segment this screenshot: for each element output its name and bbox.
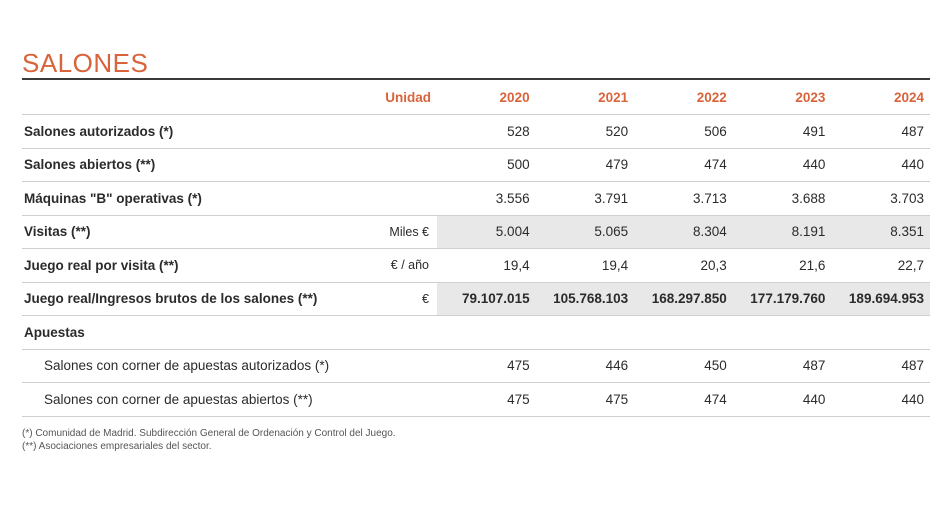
salones-table: Unidad 2020 2021 2022 2023 2024 Salones … — [22, 80, 930, 417]
table-cell: 3.703 — [831, 181, 930, 216]
row-unit — [362, 181, 437, 216]
table-cell: 19,4 — [437, 248, 536, 283]
row-label: Juego real por visita (**) — [22, 248, 362, 283]
table-cell: 440 — [732, 382, 832, 417]
table-cell: 5.065 — [535, 215, 635, 249]
table-cell: 474 — [634, 382, 733, 417]
row-label: Visitas (**) — [22, 215, 362, 249]
table-cell: 8.191 — [732, 215, 832, 249]
table-cell: 440 — [831, 382, 930, 417]
row-label: Salones con corner de apuestas abiertos … — [22, 382, 362, 417]
row-unit — [362, 382, 437, 417]
table-cell: 3.791 — [535, 181, 635, 216]
header-empty — [22, 80, 362, 115]
row-label: Apuestas — [22, 315, 362, 350]
table-cell: 506 — [634, 114, 733, 149]
header-year: 2024 — [831, 80, 930, 115]
table-cell: 491 — [732, 114, 832, 149]
row-unit — [362, 349, 437, 383]
row-unit: Miles € — [362, 215, 437, 249]
table-cell — [634, 315, 733, 350]
table-cell: 479 — [535, 148, 635, 182]
table-cell: 105.768.103 — [535, 282, 635, 316]
table-cell: 475 — [437, 349, 536, 383]
header-year: 2021 — [535, 80, 635, 115]
table-cell: 3.556 — [437, 181, 536, 216]
table-row: Salones autorizados (*) 528 520 506 491 … — [22, 114, 930, 149]
table-cell: 520 — [535, 114, 635, 149]
table-cell: 440 — [831, 148, 930, 182]
table-cell: 3.713 — [634, 181, 733, 216]
header-year: 2020 — [437, 80, 536, 115]
footnotes: (*) Comunidad de Madrid. Subdirección Ge… — [22, 427, 930, 453]
table-cell — [831, 315, 930, 350]
section-title: SALONES — [22, 48, 149, 78]
table-cell: 450 — [634, 349, 733, 383]
table-row: Máquinas "B" operativas (*) 3.556 3.791 … — [22, 181, 930, 216]
row-unit: € — [362, 282, 437, 316]
table-cell: 500 — [437, 148, 536, 182]
row-unit — [362, 148, 437, 182]
table-cell — [535, 315, 635, 350]
table-cell: 189.694.953 — [831, 282, 930, 316]
salones-section: SALONES Unidad 2020 2021 2022 2023 2024 … — [22, 48, 930, 453]
table-cell: 446 — [535, 349, 635, 383]
table-cell: 487 — [831, 349, 930, 383]
table-cell: 21,6 — [732, 248, 832, 283]
row-unit — [362, 114, 437, 149]
table-cell: 487 — [831, 114, 930, 149]
table-row: Salones con corner de apuestas autorizad… — [22, 349, 930, 383]
table-row: Visitas (**) Miles € 5.004 5.065 8.304 8… — [22, 215, 930, 249]
table-cell: 20,3 — [634, 248, 733, 283]
table-header-row: Unidad 2020 2021 2022 2023 2024 — [22, 80, 930, 115]
row-label: Máquinas "B" operativas (*) — [22, 181, 362, 216]
table-cell: 528 — [437, 114, 536, 149]
table-cell: 475 — [535, 382, 635, 417]
table-cell — [437, 315, 536, 350]
header-year: 2023 — [732, 80, 832, 115]
footnote: (**) Asociaciones empresariales del sect… — [22, 440, 212, 452]
table-cell: 8.351 — [831, 215, 930, 249]
table-cell: 5.004 — [437, 215, 536, 249]
table-cell: 177.179.760 — [732, 282, 832, 316]
table-cell — [732, 315, 832, 350]
table-cell: 487 — [732, 349, 832, 383]
title-rule — [22, 78, 930, 80]
table-row: Salones abiertos (**) 500 479 474 440 44… — [22, 148, 930, 182]
row-unit: € / año — [362, 248, 437, 283]
row-label: Salones con corner de apuestas autorizad… — [22, 349, 362, 383]
table-cell: 8.304 — [634, 215, 733, 249]
table-cell: 3.688 — [732, 181, 832, 216]
table-cell: 440 — [732, 148, 832, 182]
table-row: Apuestas — [22, 315, 930, 350]
header-unit: Unidad — [362, 80, 437, 115]
table-cell: 19,4 — [535, 248, 635, 283]
table-row: Juego real/Ingresos brutos de los salone… — [22, 282, 930, 316]
footnote: (*) Comunidad de Madrid. Subdirección Ge… — [22, 427, 396, 439]
row-label: Salones autorizados (*) — [22, 114, 362, 149]
table-cell: 168.297.850 — [634, 282, 733, 316]
table-row: Juego real por visita (**) € / año 19,4 … — [22, 248, 930, 283]
table-cell: 474 — [634, 148, 733, 182]
table-row: Salones con corner de apuestas abiertos … — [22, 382, 930, 417]
table-cell: 79.107.015 — [437, 282, 536, 316]
row-label: Salones abiertos (**) — [22, 148, 362, 182]
row-unit — [362, 315, 437, 350]
header-year: 2022 — [634, 80, 733, 115]
row-label: Juego real/Ingresos brutos de los salone… — [22, 282, 362, 316]
table-cell: 22,7 — [831, 248, 930, 283]
table-cell: 475 — [437, 382, 536, 417]
